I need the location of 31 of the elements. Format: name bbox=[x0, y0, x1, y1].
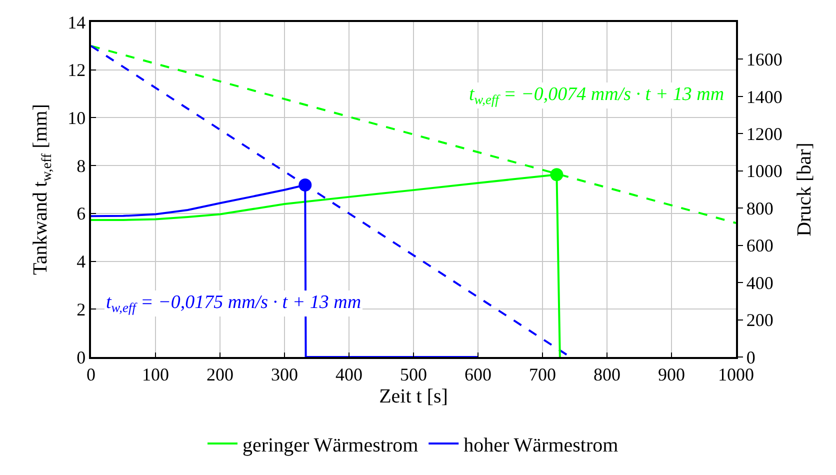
y2-tick-label: 600 bbox=[746, 236, 774, 256]
y-tick-label: 4 bbox=[76, 252, 86, 272]
y2-axis-title: Druck [bar] bbox=[793, 142, 816, 236]
x-tick-label: 600 bbox=[464, 364, 492, 384]
x-tick-label: 200 bbox=[206, 364, 234, 384]
x-tick-label: 700 bbox=[529, 364, 556, 384]
annotation: t$_{w,eff}$ = −0,0175 mm/s · t + 13 mm bbox=[106, 292, 362, 315]
x-tick-label: 400 bbox=[336, 364, 362, 384]
legend-label: hoher Wärmestrom bbox=[464, 434, 619, 456]
y2-tick-label: 1000 bbox=[746, 161, 782, 182]
x-tick-label: 500 bbox=[400, 364, 427, 384]
y-tick-label: 12 bbox=[68, 60, 86, 80]
x-axis-title: Zeit t [s] bbox=[379, 385, 448, 408]
y-tick-label: 14 bbox=[68, 12, 86, 32]
x-tick-label: 100 bbox=[142, 364, 169, 384]
x-tick-label: 300 bbox=[271, 364, 298, 384]
legend-label: geringer Wärmestrom bbox=[242, 434, 419, 456]
y2-tick-label: 800 bbox=[746, 198, 774, 218]
y-tick-label: 2 bbox=[76, 299, 86, 320]
y-tick-label: 8 bbox=[76, 156, 86, 176]
y-tick-label: 6 bbox=[76, 204, 86, 224]
y2-tick-label: 200 bbox=[746, 310, 774, 330]
y2-tick-label: 1200 bbox=[746, 124, 782, 144]
y2-tick-label: 400 bbox=[746, 272, 774, 293]
y2-tick-label: 1600 bbox=[746, 50, 782, 70]
y-tick-label: 10 bbox=[68, 108, 86, 128]
y-tick-label: 0 bbox=[76, 347, 86, 368]
x-tick-label: 800 bbox=[594, 364, 620, 384]
y2-tick-label: 1400 bbox=[746, 86, 782, 107]
x-tick-label: 900 bbox=[658, 364, 685, 384]
annotation: t$_{w,eff}$ = −0,0074 mm/s · t + 13 mm bbox=[469, 84, 724, 107]
